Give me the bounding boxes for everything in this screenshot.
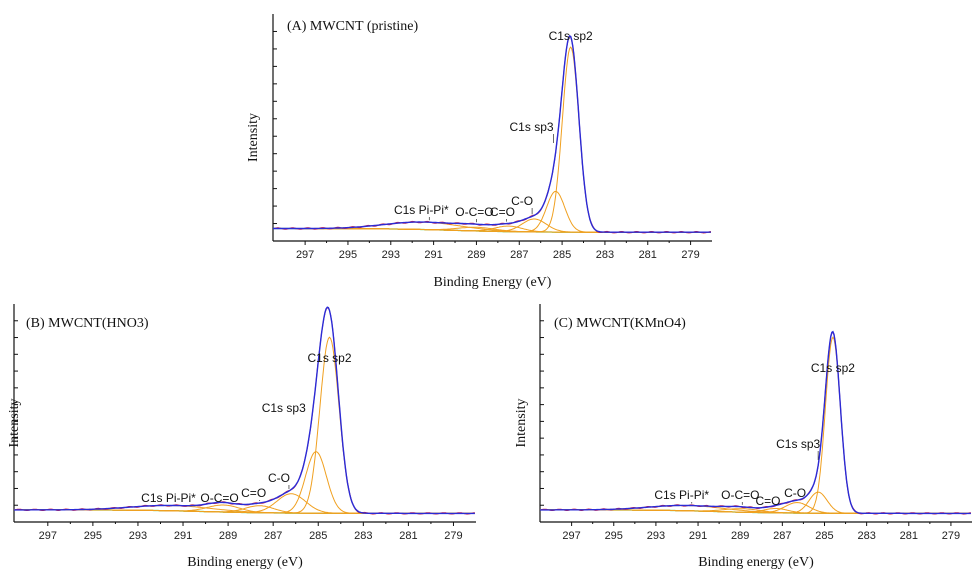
envelope-curve <box>540 330 971 515</box>
peak-label: C-O <box>784 486 806 500</box>
x-tick-label: 289 <box>219 530 237 542</box>
peak-label: C1s sp3 <box>262 401 306 415</box>
x-tick-label: 291 <box>174 530 192 542</box>
x-axis-label: Binding Energy (eV) <box>434 275 552 290</box>
peak-label: C-O <box>511 194 533 208</box>
x-tick-label: 289 <box>467 249 485 261</box>
x-tick-label: 283 <box>857 530 875 542</box>
panel-c: 297 295 293 291 289 287 285 283 281 279 (C) MWCNT(… <box>514 304 972 570</box>
peak-label: C=O <box>241 486 266 500</box>
panel-title: (A) MWCNT (pristine) <box>287 19 418 34</box>
x-tick-label: 283 <box>354 530 372 542</box>
x-tick-label: 293 <box>382 249 400 261</box>
x-tick-label: 285 <box>815 530 833 542</box>
raw-data-curve <box>539 331 971 515</box>
x-tick-label: 295 <box>605 530 623 542</box>
x-tick-label: 281 <box>900 530 918 542</box>
peak-label: O-C=O <box>721 488 759 502</box>
raw-data-curve <box>13 307 475 515</box>
peak-label: C1s Pi-Pi* <box>141 491 196 505</box>
y-axis-label: Intensity <box>246 113 261 162</box>
x-tick-label: 279 <box>681 249 699 261</box>
x-tick-label: 287 <box>773 530 791 542</box>
x-tick-label: 285 <box>309 530 327 542</box>
x-tick-label: 297 <box>39 530 57 542</box>
x-tick-label: 293 <box>129 530 147 542</box>
peak-label: C1s sp2 <box>307 351 351 365</box>
peak-label: C=O <box>756 494 781 508</box>
panel-title: (C) MWCNT(KMnO4) <box>554 316 686 331</box>
x-tick-label: 281 <box>399 530 417 542</box>
x-axis-label: Binding energy (eV) <box>187 555 303 570</box>
panel-a: 297 295 293 291 289 287 285 283 281 279 (A) MWCNT … <box>246 14 712 290</box>
component-peak <box>540 336 971 514</box>
panel-b: 297 295 293 291 289 287 285 283 281 279 (B) MWCNT(… <box>7 304 476 570</box>
x-tick-label: 297 <box>296 249 314 261</box>
peak-label: C1s sp2 <box>811 361 855 375</box>
x-tick-label: 285 <box>553 249 571 261</box>
x-axis-label: Binding energy (eV) <box>698 555 814 570</box>
x-tick-label: 293 <box>647 530 665 542</box>
x-tick-label: 287 <box>264 530 282 542</box>
peak-label: C1s Pi-Pi* <box>654 488 709 502</box>
x-tick-label: 297 <box>562 530 580 542</box>
x-tick-label: 279 <box>444 530 462 542</box>
peak-label: C1s sp3 <box>776 437 820 451</box>
peak-label: O-C=O <box>455 205 493 219</box>
peak-label: C1s sp3 <box>510 120 554 134</box>
x-tick-label: 281 <box>639 249 657 261</box>
peak-label: C=O <box>490 205 515 219</box>
envelope-curve <box>14 306 475 515</box>
x-tick-label: 295 <box>84 530 102 542</box>
peak-label: C-O <box>268 471 290 485</box>
y-axis-label: Intensity <box>514 399 529 448</box>
peak-label: O-C=O <box>200 491 238 505</box>
raw-data-curve <box>272 35 711 234</box>
peak-label: C1s Pi-Pi* <box>394 203 449 217</box>
x-tick-label: 287 <box>510 249 528 261</box>
x-tick-label: 283 <box>596 249 614 261</box>
x-tick-label: 279 <box>942 530 960 542</box>
peak-label: C1s sp2 <box>549 29 593 43</box>
x-tick-label: 289 <box>731 530 749 542</box>
x-tick-label: 291 <box>689 530 707 542</box>
y-axis-label: Intensity <box>7 399 22 448</box>
x-tick-label: 291 <box>424 249 442 261</box>
envelope-curve <box>273 34 711 233</box>
x-tick-label: 295 <box>339 249 357 261</box>
panel-title: (B) MWCNT(HNO3) <box>26 316 149 331</box>
